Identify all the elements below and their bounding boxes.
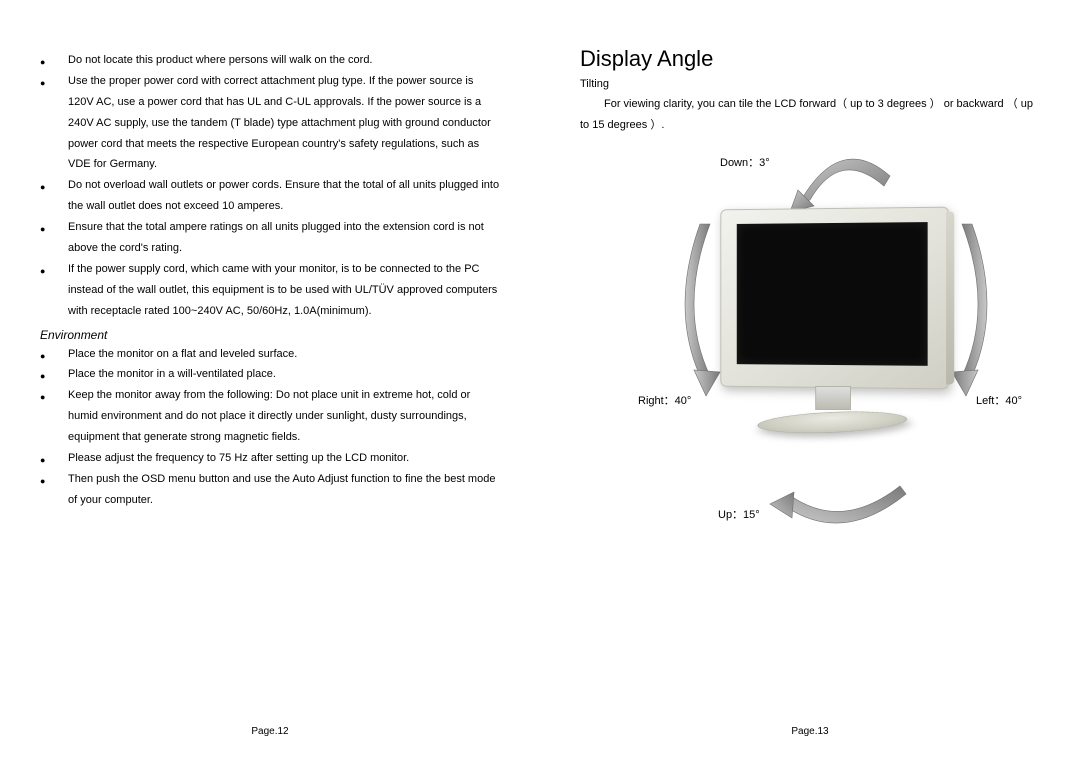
list-item: Do not locate this product where persons…: [40, 50, 500, 71]
bullet-text: Do not overload wall outlets or power co…: [68, 179, 499, 212]
environment-heading: Environment: [40, 328, 500, 342]
list-item: Use the proper power cord with correct a…: [40, 71, 500, 175]
safety-bullet-list: Do not locate this product where persons…: [40, 50, 500, 322]
bullet-text: Use the proper power cord with correct a…: [68, 75, 491, 171]
list-item: Please adjust the frequency to 75 Hz aft…: [40, 448, 500, 469]
label-up: Up：15°: [718, 506, 760, 522]
bullet-text: Place the monitor on a flat and leveled …: [68, 348, 297, 360]
arrow-down-icon: [780, 142, 900, 212]
page-number-right: Page.13: [540, 726, 1080, 737]
list-item: Place the monitor in a will-ventilated p…: [40, 364, 500, 385]
arrow-up-icon: [766, 484, 916, 544]
bullet-text: Ensure that the total ampere ratings on …: [68, 221, 484, 254]
environment-bullet-list: Place the monitor on a flat and leveled …: [40, 344, 500, 511]
bullet-text: Place the monitor in a will-ventilated p…: [68, 368, 276, 380]
bullet-text: Do not locate this product where persons…: [68, 54, 373, 66]
monitor-illustration: [718, 208, 948, 438]
tilt-diagram: Down：3° Right：40° Left：40° Up：15°: [580, 148, 1040, 548]
bullet-text: If the power supply cord, which came wit…: [68, 263, 497, 317]
tilting-subheading: Tilting: [580, 78, 1040, 90]
list-item: If the power supply cord, which came wit…: [40, 259, 500, 322]
monitor-stand-neck: [815, 386, 851, 410]
bullet-text: Please adjust the frequency to 75 Hz aft…: [68, 452, 409, 464]
tilting-paragraph: For viewing clarity, you can tile the LC…: [580, 94, 1040, 136]
page-left: Do not locate this product where persons…: [0, 0, 540, 763]
list-item: Ensure that the total ampere ratings on …: [40, 217, 500, 259]
monitor-bezel: [720, 206, 949, 389]
list-item: Keep the monitor away from the following…: [40, 385, 500, 448]
page-title: Display Angle: [580, 46, 1040, 72]
monitor-screen: [737, 222, 928, 366]
list-item: Then push the OSD menu button and use th…: [40, 469, 500, 511]
list-item: Do not overload wall outlets or power co…: [40, 175, 500, 217]
page-right: Display Angle Tilting For viewing clarit…: [540, 0, 1080, 763]
page-number-left: Page.12: [0, 726, 540, 737]
label-down: Down：3°: [720, 154, 770, 170]
bullet-text: Then push the OSD menu button and use th…: [68, 473, 495, 506]
monitor-stand-base: [756, 409, 910, 436]
bullet-text: Keep the monitor away from the following…: [68, 389, 470, 443]
list-item: Place the monitor on a flat and leveled …: [40, 344, 500, 365]
